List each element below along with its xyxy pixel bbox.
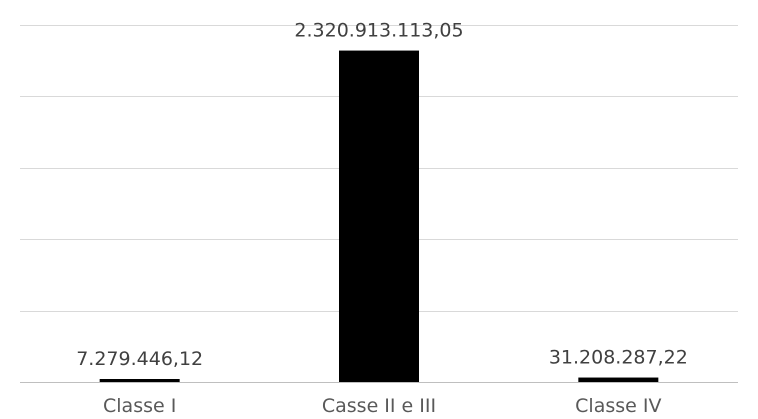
- x-tick-labels: Classe I Casse II e III Classe IV: [103, 395, 661, 417]
- x-tick-label: Casse II e III: [322, 395, 436, 417]
- data-labels: 7.279.446,12 2.320.913.113,05 31.208.287,2…: [76, 20, 688, 370]
- data-label: 7.279.446,12: [76, 348, 203, 370]
- bar: [339, 50, 419, 382]
- bar: [99, 379, 180, 382]
- bars: [99, 50, 659, 382]
- data-label: 31.208.287,22: [549, 347, 688, 369]
- x-tick-label: Classe IV: [575, 395, 661, 417]
- bar: [578, 377, 659, 382]
- data-label: 2.320.913.113,05: [294, 20, 463, 42]
- x-tick-label: Classe I: [103, 395, 176, 417]
